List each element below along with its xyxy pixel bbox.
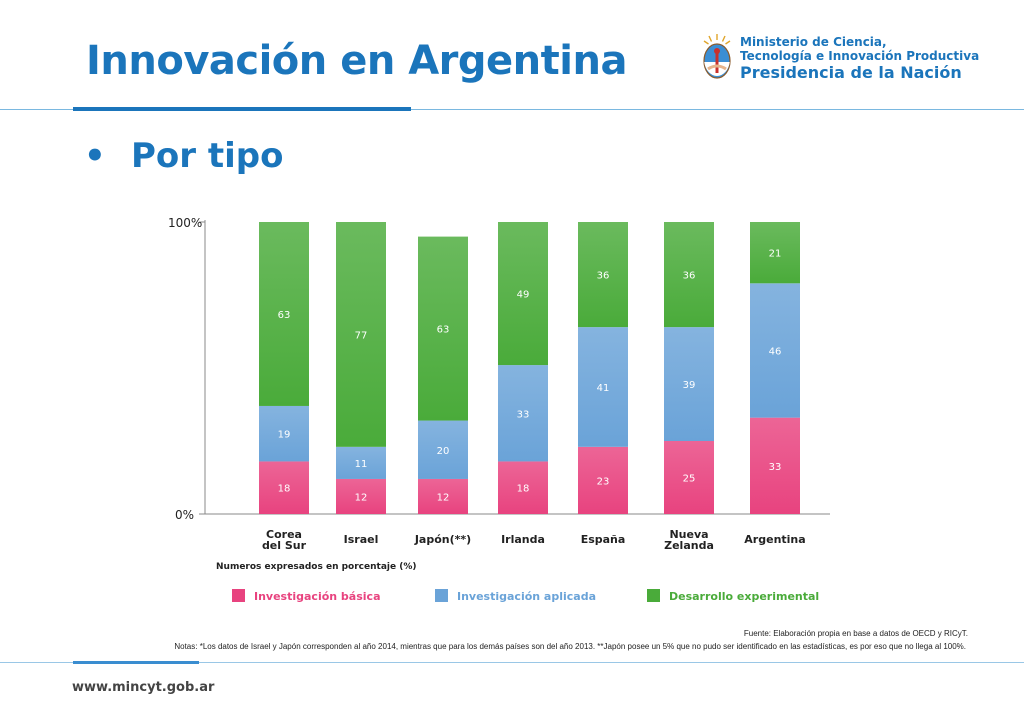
- units-note: Numeros expresados en porcentaje (%): [216, 562, 416, 572]
- y-tick-label-0: 0%: [175, 508, 194, 522]
- bar-6-0: [750, 417, 800, 514]
- data-label-4-2: 36: [597, 271, 610, 282]
- legend-label-1: Investigación aplicada: [457, 590, 596, 603]
- legend-swatch-1: [435, 589, 448, 602]
- data-label-4-1: 41: [597, 383, 610, 394]
- data-label-6-1: 46: [769, 346, 782, 357]
- logo-line-1: Ministerio de Ciencia,: [740, 35, 887, 49]
- legend-swatch-0: [232, 589, 245, 602]
- header-divider: [0, 109, 1024, 110]
- header-divider-accent: [73, 107, 411, 111]
- logo-line-3: Presidencia de la Nación: [740, 63, 962, 82]
- footnote: Notas: *Los datos de Israel y Japón corr…: [174, 642, 966, 651]
- data-label-0-1: 19: [278, 430, 291, 441]
- logo-line-2: Tecnología e Innovación Productiva: [740, 49, 980, 63]
- bar-5-1: [664, 327, 714, 441]
- bar-1-2: [336, 222, 386, 447]
- x-tick-label-1: Israel: [344, 533, 379, 546]
- sun-rays: [703, 34, 731, 45]
- data-label-1-0: 12: [355, 492, 368, 503]
- website-url: www.mincyt.gob.ar: [72, 680, 215, 695]
- bar-1-1: [336, 446, 386, 479]
- data-label-2-2: 63: [437, 325, 450, 336]
- data-label-2-0: 12: [437, 492, 450, 503]
- data-label-0-2: 63: [278, 310, 291, 321]
- bar-4-0: [578, 446, 628, 514]
- footer-divider: [0, 662, 1024, 663]
- source-note: Fuente: Elaboración propia en base a dat…: [743, 629, 968, 638]
- footer-divider-accent: [73, 661, 199, 664]
- bar-2-2: [418, 236, 468, 421]
- bar-1-0: [336, 478, 386, 514]
- data-label-5-2: 36: [683, 271, 696, 282]
- legend-label-0: Investigación básica: [254, 590, 381, 603]
- data-label-1-2: 77: [355, 330, 368, 341]
- bar-3-0: [498, 461, 548, 514]
- bar-6-2: [750, 222, 800, 284]
- x-tick-label-5: Nueva Zelanda: [664, 528, 714, 552]
- data-label-3-2: 49: [517, 290, 530, 301]
- x-tick-label-0: Corea del Sur: [262, 528, 307, 552]
- data-label-5-0: 25: [683, 474, 696, 485]
- bar-3-2: [498, 222, 548, 366]
- x-tick-label-4: España: [581, 533, 626, 546]
- bar-4-1: [578, 327, 628, 447]
- legend-swatch-2: [647, 589, 660, 602]
- data-label-4-0: 23: [597, 476, 610, 487]
- bar-5-0: [664, 441, 714, 514]
- bar-6-1: [750, 283, 800, 418]
- data-label-6-0: 33: [769, 462, 782, 473]
- data-label-6-2: 21: [769, 249, 782, 260]
- page-title: Innovación en Argentina: [86, 38, 627, 84]
- section-subtitle: Por tipo: [131, 136, 284, 176]
- legend-label-2: Desarrollo experimental: [669, 590, 819, 603]
- bar-0-1: [259, 405, 309, 462]
- data-label-2-1: 20: [437, 446, 450, 457]
- data-label-0-0: 18: [278, 484, 291, 495]
- bar-2-0: [418, 478, 468, 514]
- bar-3-1: [498, 365, 548, 462]
- ministry-logo: Ministerio de Ciencia, Tecnología e Inno…: [700, 33, 1020, 83]
- argentina-coat-of-arms-icon: [703, 34, 731, 79]
- data-label-3-0: 18: [517, 484, 530, 495]
- data-label-3-1: 33: [517, 409, 530, 420]
- bar-5-2: [664, 222, 714, 328]
- bar-0-2: [259, 222, 309, 406]
- bullet-marker: •: [84, 136, 106, 176]
- data-label-1-1: 11: [355, 459, 368, 470]
- x-tick-label-2: Japón(**): [414, 533, 471, 546]
- bar-0-0: [259, 461, 309, 514]
- bar-2-1: [418, 420, 468, 479]
- y-tick-label-100: 100%: [168, 216, 202, 230]
- data-label-5-1: 39: [683, 380, 696, 391]
- x-tick-label-3: Irlanda: [501, 533, 545, 546]
- x-tick-label-6: Argentina: [744, 533, 805, 546]
- bar-4-2: [578, 222, 628, 328]
